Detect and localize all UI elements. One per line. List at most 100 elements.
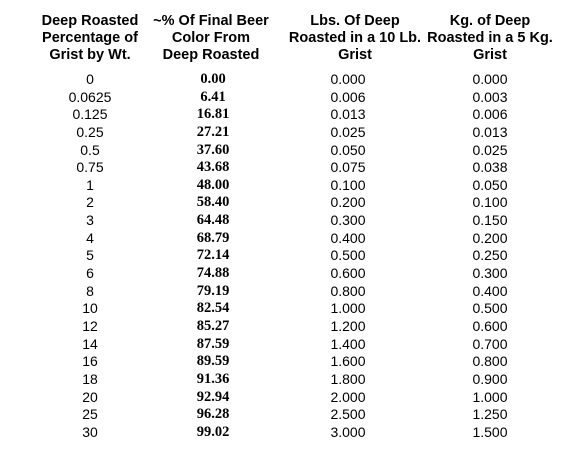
beer-color-percentage-cell: 99.02 xyxy=(196,423,230,440)
grist-percentage-cell: 2 xyxy=(86,194,94,211)
kg-in-5kg-grist-cell: 0.300 xyxy=(472,265,508,282)
grist-percentage-cell: 14 xyxy=(82,335,98,352)
table-row: 3 64.48 0.300 0.150 xyxy=(0,212,578,230)
kg-in-5kg-grist-cell: 0.800 xyxy=(472,353,508,370)
grist-percentage-cell: 8 xyxy=(86,282,94,299)
grist-percentage-cell: 16 xyxy=(82,353,98,370)
table-row: 4 68.79 0.400 0.200 xyxy=(0,230,578,248)
beer-color-percentage-cell: 92.94 xyxy=(196,388,230,405)
grist-percentage-cell: 18 xyxy=(82,370,98,387)
grist-percentage-cell: 25 xyxy=(82,406,98,423)
beer-color-percentage-cell: 91.36 xyxy=(196,370,230,387)
beer-color-percentage-cell: 85.27 xyxy=(196,317,230,334)
grist-percentage-cell: 3 xyxy=(86,212,94,229)
beer-color-percentage-cell: 89.59 xyxy=(196,353,230,370)
table-row: 8 79.19 0.800 0.400 xyxy=(0,283,578,301)
header-kg-in-5kg-grist: Kg. of Deep Roasted in a 5 Kg. Grist xyxy=(427,13,553,63)
table-header-row: Deep Roasted Percentage of Grist by Wt. … xyxy=(0,13,578,67)
grist-percentage-cell: 0.125 xyxy=(72,106,108,123)
beer-color-percentage-cell: 16.81 xyxy=(196,106,230,123)
grist-percentage-cell: 0.5 xyxy=(80,141,100,158)
kg-in-5kg-grist-cell: 1.500 xyxy=(472,423,508,440)
kg-in-5kg-grist-cell: 0.700 xyxy=(472,335,508,352)
kg-in-5kg-grist-cell: 0.900 xyxy=(472,370,508,387)
beer-color-percentage-cell: 82.54 xyxy=(196,300,230,317)
table-row: 10 82.54 1.000 0.500 xyxy=(0,300,578,318)
table-row: 30 99.02 3.000 1.500 xyxy=(0,424,578,442)
lbs-in-10lb-grist-cell: 0.000 xyxy=(330,71,366,87)
kg-in-5kg-grist-cell: 0.200 xyxy=(472,229,508,246)
table-row: 0.125 16.81 0.013 0.006 xyxy=(0,106,578,124)
beer-color-percentage-cell: 87.59 xyxy=(196,335,230,352)
grist-percentage-cell: 12 xyxy=(82,317,98,334)
beer-color-percentage-cell: 6.41 xyxy=(200,88,226,105)
table-row: 16 89.59 1.600 0.800 xyxy=(0,353,578,371)
lbs-in-10lb-grist-cell: 0.050 xyxy=(330,141,366,158)
table-row: 12 85.27 1.200 0.600 xyxy=(0,318,578,336)
lbs-in-10lb-grist-cell: 0.300 xyxy=(330,212,366,229)
table-row: 1 48.00 0.100 0.050 xyxy=(0,177,578,195)
grist-percentage-cell: 6 xyxy=(86,265,94,282)
kg-in-5kg-grist-cell: 0.100 xyxy=(472,194,508,211)
lbs-in-10lb-grist-cell: 1.600 xyxy=(330,353,366,370)
beer-color-percentage-cell: 48.00 xyxy=(196,176,230,193)
grist-percentage-cell: 10 xyxy=(82,300,98,317)
lbs-in-10lb-grist-cell: 0.013 xyxy=(330,106,366,123)
beer-color-percentage-cell: 64.48 xyxy=(196,212,230,229)
lbs-in-10lb-grist-cell: 0.800 xyxy=(330,282,366,299)
header-grist-percentage: Deep Roasted Percentage of Grist by Wt. xyxy=(41,13,139,63)
table-row: 0.75 43.68 0.075 0.038 xyxy=(0,159,578,177)
beer-color-percentage-cell: 37.60 xyxy=(196,141,230,158)
lbs-in-10lb-grist-cell: 2.500 xyxy=(330,406,366,423)
table-row: 2 58.40 0.200 0.100 xyxy=(0,194,578,212)
grist-percentage-cell: 0.25 xyxy=(76,123,104,140)
beer-color-percentage-cell: 27.21 xyxy=(196,123,230,140)
kg-in-5kg-grist-cell: 0.250 xyxy=(472,247,508,264)
lbs-in-10lb-grist-cell: 0.400 xyxy=(330,229,366,246)
grist-percentage-cell: 1 xyxy=(86,176,94,193)
beer-color-percentage-cell: 79.19 xyxy=(196,282,230,299)
table-row: 0.0625 6.41 0.006 0.003 xyxy=(0,89,578,107)
kg-in-5kg-grist-cell: 1.000 xyxy=(472,388,508,405)
kg-in-5kg-grist-cell: 0.006 xyxy=(472,106,508,123)
table-row: 20 92.94 2.000 1.000 xyxy=(0,389,578,407)
kg-in-5kg-grist-cell: 0.003 xyxy=(472,88,508,105)
kg-in-5kg-grist-cell: 0.150 xyxy=(472,212,508,229)
lbs-in-10lb-grist-cell: 0.025 xyxy=(330,123,366,140)
table-row: 5 72.14 0.500 0.250 xyxy=(0,247,578,265)
grist-percentage-cell: 5 xyxy=(86,247,94,264)
lbs-in-10lb-grist-cell: 0.500 xyxy=(330,247,366,264)
kg-in-5kg-grist-cell: 1.250 xyxy=(472,406,508,423)
kg-in-5kg-grist-cell: 0.038 xyxy=(472,159,508,176)
table-row: 6 74.88 0.600 0.300 xyxy=(0,265,578,283)
lbs-in-10lb-grist-cell: 0.600 xyxy=(330,265,366,282)
kg-in-5kg-grist-cell: 0.500 xyxy=(472,300,508,317)
kg-in-5kg-grist-cell: 0.600 xyxy=(472,317,508,334)
lbs-in-10lb-grist-cell: 1.000 xyxy=(330,300,366,317)
lbs-in-10lb-grist-cell: 0.006 xyxy=(330,88,366,105)
kg-in-5kg-grist-cell: 0.050 xyxy=(472,176,508,193)
table-row: 0.5 37.60 0.050 0.025 xyxy=(0,142,578,160)
grist-percentage-cell: 0 xyxy=(86,71,94,87)
kg-in-5kg-grist-cell: 0.013 xyxy=(472,123,508,140)
grist-percentage-cell: 30 xyxy=(82,423,98,440)
kg-in-5kg-grist-cell: 0.000 xyxy=(472,71,508,87)
kg-in-5kg-grist-cell: 0.400 xyxy=(472,282,508,299)
grist-percentage-cell: 0.0625 xyxy=(68,88,112,105)
table-row: 0 0.00 0.000 0.000 xyxy=(0,71,578,89)
table-row: 14 87.59 1.400 0.700 xyxy=(0,336,578,354)
table-row: 25 96.28 2.500 1.250 xyxy=(0,406,578,424)
table-body: 0 0.00 0.000 0.000 0.0625 6.41 0.006 0.003 0.125… xyxy=(0,71,578,441)
grist-percentage-cell: 4 xyxy=(86,229,94,246)
lbs-in-10lb-grist-cell: 0.200 xyxy=(330,194,366,211)
beer-color-percentage-cell: 72.14 xyxy=(196,247,230,264)
beer-color-percentage-cell: 43.68 xyxy=(196,159,230,176)
table-row: 18 91.36 1.800 0.900 xyxy=(0,371,578,389)
header-lbs-in-10lb-grist: Lbs. Of Deep Roasted in a 10 Lb. Grist xyxy=(288,13,422,63)
lbs-in-10lb-grist-cell: 0.100 xyxy=(330,176,366,193)
lbs-in-10lb-grist-cell: 1.800 xyxy=(330,370,366,387)
table-row: 0.25 27.21 0.025 0.013 xyxy=(0,124,578,142)
beer-color-percentage-cell: 58.40 xyxy=(196,194,230,211)
lbs-in-10lb-grist-cell: 1.200 xyxy=(330,317,366,334)
kg-in-5kg-grist-cell: 0.025 xyxy=(472,141,508,158)
